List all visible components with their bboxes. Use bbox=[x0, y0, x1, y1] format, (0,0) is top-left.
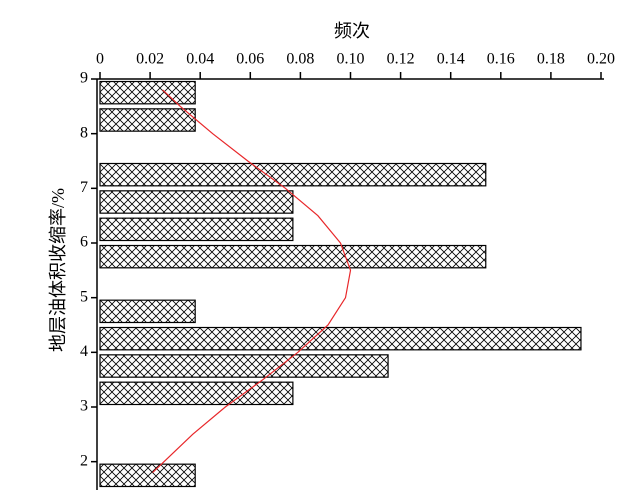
y-axis-label: 地层油体积收缩率/% bbox=[48, 188, 68, 352]
bar bbox=[99, 381, 294, 406]
y-tick-label: 7 bbox=[80, 179, 88, 196]
x-tick-label: 0.20 bbox=[587, 51, 615, 68]
x-tick-label: 0.18 bbox=[537, 51, 565, 68]
bar bbox=[99, 244, 487, 269]
bar bbox=[99, 463, 196, 488]
bar bbox=[99, 299, 196, 324]
y-tick-label: 5 bbox=[80, 288, 88, 305]
bar bbox=[99, 354, 389, 378]
x-tick-label: 0.02 bbox=[136, 51, 164, 68]
bar bbox=[99, 108, 196, 132]
bar bbox=[99, 80, 196, 105]
y-tick-label: 9 bbox=[80, 70, 88, 87]
y-tick-label: 2 bbox=[80, 452, 88, 469]
y-tick-label: 4 bbox=[80, 343, 88, 360]
x-tick-label: 0 bbox=[96, 51, 104, 68]
x-tick-label: 0.16 bbox=[487, 51, 515, 68]
x-tick-label: 0.10 bbox=[337, 51, 365, 68]
y-tick-label: 8 bbox=[80, 124, 88, 141]
bar bbox=[99, 190, 294, 214]
x-tick-label: 0.06 bbox=[236, 51, 264, 68]
x-tick-label: 0.08 bbox=[286, 51, 314, 68]
y-tick-label: 6 bbox=[80, 234, 88, 251]
y-tick-label: 3 bbox=[80, 398, 88, 415]
bar bbox=[99, 326, 582, 351]
x-tick-label: 0.04 bbox=[186, 51, 214, 68]
bar bbox=[99, 217, 294, 242]
fit-curve bbox=[152, 89, 352, 474]
x-tick-label: 0.14 bbox=[437, 51, 465, 68]
x-tick-label: 0.12 bbox=[387, 51, 415, 68]
chart-title: 频次 bbox=[334, 21, 370, 41]
bar bbox=[99, 162, 487, 187]
